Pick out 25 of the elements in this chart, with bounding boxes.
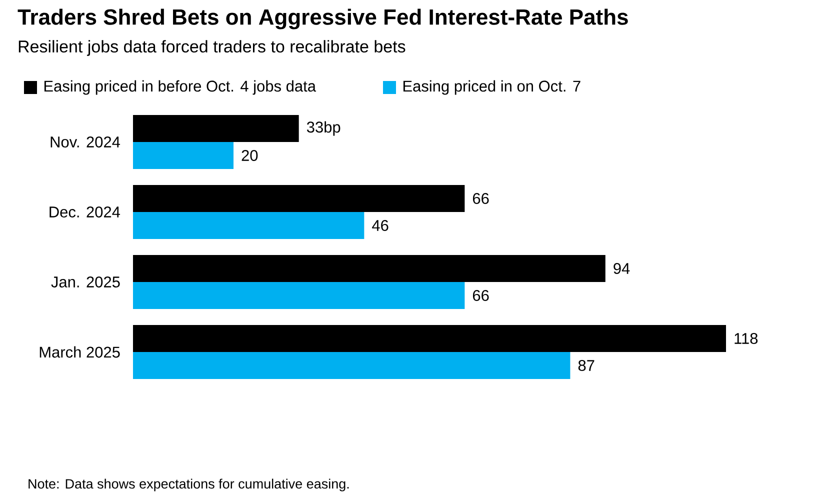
legend-label: Easing priced in before Oct. 4 jobs data <box>44 80 316 95</box>
text: Note: Data shows expectations for cumulative easing. <box>28 478 349 492</box>
data-label: 20 <box>242 150 258 161</box>
chart-subtitle: Resilient jobs data forced traders to recalibrate bets <box>18 40 406 56</box>
legend-label: Easing priced in on Oct. 7 <box>403 80 580 95</box>
bar <box>133 325 726 352</box>
data-label: 94 <box>614 263 630 274</box>
bar <box>133 185 465 212</box>
bar <box>133 282 465 309</box>
y-tick-label: Dec. 2024 <box>50 206 120 218</box>
bar <box>133 115 299 142</box>
y-tick-label: Nov. 2024 <box>50 136 120 148</box>
bar <box>133 352 570 380</box>
chart-title: Traders Shred Bets on Aggressive Fed Interest-Rate Paths <box>18 8 628 30</box>
bar <box>133 142 234 169</box>
data-label: 66 <box>472 290 489 301</box>
data-label: 87 <box>578 360 594 371</box>
bar <box>133 255 606 282</box>
data-label: 118 <box>734 333 758 344</box>
y-tick-label: March 2025 <box>40 346 120 358</box>
data-label: 46 <box>372 220 388 231</box>
bar <box>133 212 364 239</box>
y-tick-label: Jan. 2025 <box>51 276 120 288</box>
data-label: 66 <box>472 193 489 204</box>
data-label: 33bp <box>306 121 340 136</box>
